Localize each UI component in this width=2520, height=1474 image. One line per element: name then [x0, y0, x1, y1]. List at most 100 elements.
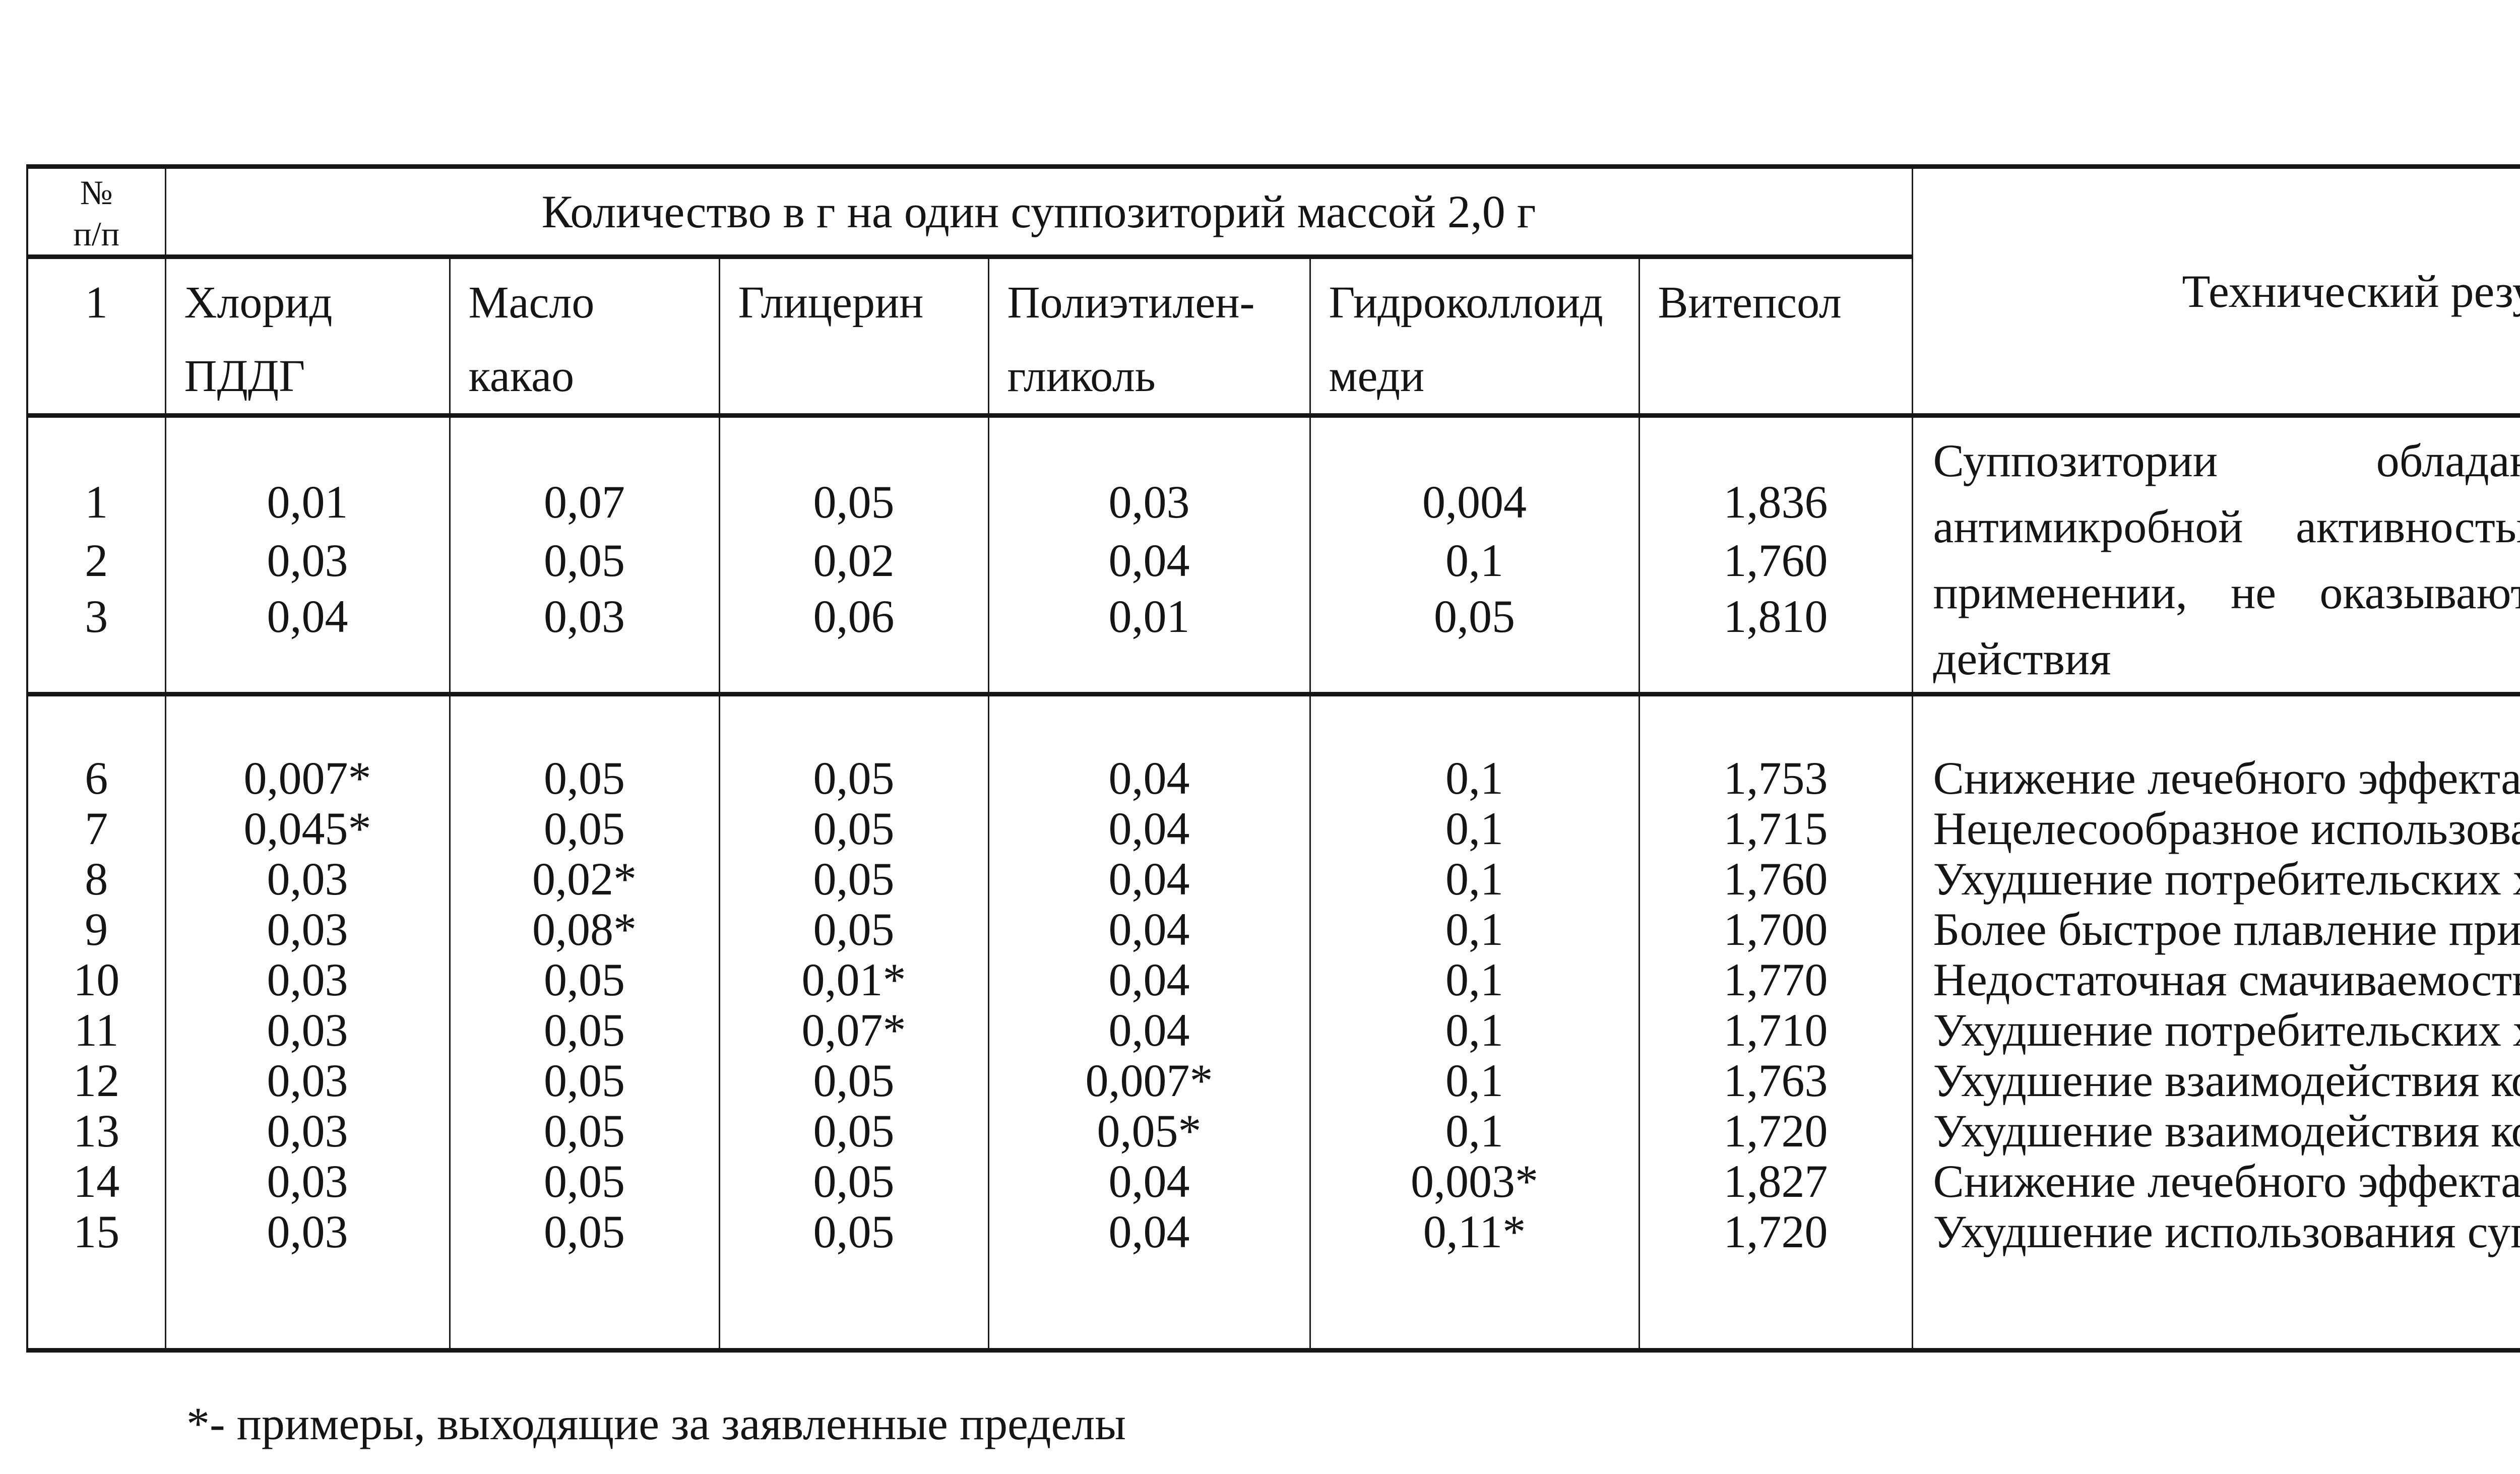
cell-value: 0,05 [449, 1055, 720, 1106]
table-row: 3 0,04 0,03 0,06 0,01 0,05 1,810 [26, 588, 2520, 645]
cell-value: 0,05 [449, 954, 720, 1005]
column-header-hydrocolloid: Гидроколлоид меди [1309, 257, 1640, 418]
cell-result: Снижение лечебного эффекта [1911, 1156, 2520, 1206]
cell-row-number: 1 [26, 415, 166, 533]
cell-value: 1,720 [1638, 1106, 1913, 1156]
cell-result: Ухудшение использования суппозитория [1911, 1206, 2520, 1257]
column-header-line: ПДДГ [184, 351, 305, 401]
spacer-cell [26, 1257, 166, 1350]
cell-value: 1,763 [1638, 1055, 1913, 1106]
footnote: *- примеры, выходящие за заявленные пред… [186, 1398, 1126, 1449]
cell-value: 1,836 [1638, 415, 1913, 533]
row-number-header-line: № [80, 173, 113, 212]
table-row: 1 0,01 0,07 0,05 0,03 0,004 1,836 Суппоз… [26, 415, 2520, 694]
cell-value: 0,05 [718, 1106, 989, 1156]
cell-value: 0,05 [718, 1156, 989, 1206]
spacer-cell [987, 644, 1311, 694]
cell-row-number: 13 [26, 1106, 166, 1156]
cell-value: 0,05 [718, 803, 989, 854]
cell-value: 0,04 [987, 854, 1311, 904]
cell-row-number: 11 [26, 1005, 166, 1055]
cell-result-paragraph: Суппозитории обладают высокой антимикроб… [1911, 415, 2520, 694]
table-row: 11 0,03 0,05 0,07* 0,04 0,1 1,710 Ухудше… [26, 1005, 2520, 1055]
table-row: 9 0,03 0,08* 0,05 0,04 0,1 1,700 Более б… [26, 904, 2520, 954]
cell-value: 0,02 [718, 533, 989, 589]
column-header-line: меди [1329, 351, 1425, 401]
column-header-line: Глицерин [738, 278, 924, 328]
cell-value: 0,05 [718, 1055, 989, 1106]
column-header-maslo: Масло какао [449, 257, 720, 418]
cell-value: 0,01 [164, 415, 451, 533]
cell-row-number: 9 [26, 904, 166, 954]
spacer-cell [718, 644, 989, 694]
cell-value: 0,03 [164, 1206, 451, 1257]
cell-row-number: 12 [26, 1055, 166, 1106]
cell-value: 0,007* [987, 1055, 1311, 1106]
cell-value: 0,05 [718, 904, 989, 954]
cell-value: 0,05 [718, 854, 989, 904]
cell-result: Более быстрое плавление при использовани… [1911, 904, 2520, 954]
cell-result: Ухудшение потребительских характеристик [1911, 854, 2520, 904]
spacer-cell [164, 644, 451, 694]
cell-value: 0,1 [1309, 533, 1640, 589]
cell-value: 0,03 [164, 904, 451, 954]
cell-value: 0,1 [1309, 904, 1640, 954]
cell-value: 0,1 [1309, 954, 1640, 1005]
column-header-peg: Полиэтилен- гликоль [987, 257, 1311, 418]
cell-value: 0,05 [449, 1206, 720, 1257]
cell-value: 0,1 [1309, 1106, 1640, 1156]
cell-row-number: 14 [26, 1156, 166, 1206]
cell-value: 0,04 [987, 803, 1311, 854]
cell-value: 0,03 [164, 1005, 451, 1055]
cell-value: 0,04 [987, 533, 1311, 589]
cell-value: 0,05 [718, 1206, 989, 1257]
cell-value: 0,04 [987, 1005, 1311, 1055]
cell-value: 1,760 [1638, 854, 1913, 904]
cell-value: 0,03 [164, 954, 451, 1005]
cell-value: 0,1 [1309, 803, 1640, 854]
table-block-1: 1 0,01 0,07 0,05 0,03 0,004 1,836 Суппоз… [26, 415, 2520, 694]
cell-value: 1,753 [1638, 692, 1913, 803]
cell-value: 0,05 [449, 533, 720, 589]
cell-row-number: 15 [26, 1206, 166, 1257]
table-row: 8 0,03 0,02* 0,05 0,04 0,1 1,760 Ухудшен… [26, 854, 2520, 904]
cell-value: 0,01 [987, 588, 1311, 645]
cell-value: 0,07 [449, 415, 720, 533]
cell-value: 0,007* [164, 692, 451, 803]
cell-row-number: 10 [26, 954, 166, 1005]
cell-value: 0,03 [164, 1055, 451, 1106]
cell-value: 0,05 [718, 692, 989, 803]
cell-value: 0,05* [987, 1106, 1311, 1156]
group-header: Количество в г на один суппозиторий масс… [164, 166, 1913, 259]
table-row: 14 0,03 0,05 0,05 0,04 0,003* 1,827 Сниж… [26, 1156, 2520, 1206]
cell-value: 0,04 [987, 904, 1311, 954]
cell-value: 0,03 [164, 1156, 451, 1206]
cell-value: 1,700 [1638, 904, 1913, 954]
cell-value: 0,05 [449, 1005, 720, 1055]
cell-value: 0,03 [164, 533, 451, 589]
cell-result: Ухудшение взаимодействия компонентов [1911, 1106, 2520, 1156]
cell-value: 0,03 [164, 1106, 451, 1156]
cell-value: 0,04 [987, 1206, 1311, 1257]
cell-value: 0,1 [1309, 1005, 1640, 1055]
cell-value: 0,04 [987, 954, 1311, 1005]
column-header-vitepsol: Витепсол [1638, 257, 1913, 418]
cell-value: 0,1 [1309, 854, 1640, 904]
cell-value: 1,760 [1638, 533, 1913, 589]
spacer-cell [718, 1257, 989, 1350]
cell-row-number: 3 [26, 588, 166, 645]
spacer-cell [1309, 644, 1640, 694]
column-header-line: гликоль [1007, 351, 1156, 401]
cell-value: 0,01* [718, 954, 989, 1005]
cell-value: 0,05 [449, 1156, 720, 1206]
header-row-columns: 1 Хлорид ПДДГ Масло какао Глицерин Полиэ… [26, 257, 2520, 418]
result-header: Технический результат [1911, 166, 2520, 418]
column-header-chlorid: Хлорид ПДДГ [164, 257, 451, 418]
cell-value: 0,05 [449, 692, 720, 803]
column-header-glycerin: Глицерин [718, 257, 989, 418]
column-header-line: Витепсол [1658, 278, 1842, 328]
cell-value: 0,04 [164, 588, 451, 645]
cell-row-number: 8 [26, 854, 166, 904]
cell-value: 0,045* [164, 803, 451, 854]
table-row: 13 0,03 0,05 0,05 0,05* 0,1 1,720 Ухудше… [26, 1106, 2520, 1156]
